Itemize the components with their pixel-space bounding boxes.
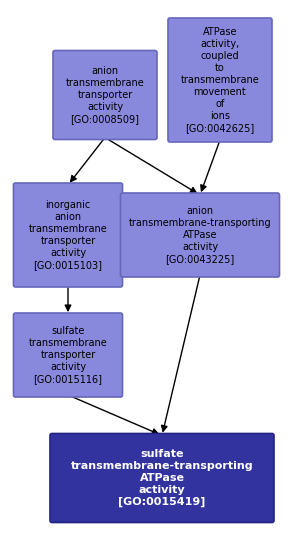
Text: sulfate
transmembrane-transporting
ATPase
activity
[GO:0015419]: sulfate transmembrane-transporting ATPas… bbox=[71, 449, 253, 507]
FancyBboxPatch shape bbox=[53, 50, 157, 139]
FancyBboxPatch shape bbox=[121, 193, 279, 277]
FancyBboxPatch shape bbox=[13, 183, 122, 287]
Text: sulfate
transmembrane
transporter
activity
[GO:0015116]: sulfate transmembrane transporter activi… bbox=[29, 326, 108, 384]
Text: ATPase
activity,
coupled
to
transmembrane
movement
of
ions
[GO:0042625]: ATPase activity, coupled to transmembran… bbox=[181, 27, 259, 133]
Text: anion
transmembrane-transporting
ATPase
activity
[GO:0043225]: anion transmembrane-transporting ATPase … bbox=[129, 206, 271, 264]
Text: inorganic
anion
transmembrane
transporter
activity
[GO:0015103]: inorganic anion transmembrane transporte… bbox=[29, 200, 108, 270]
FancyBboxPatch shape bbox=[50, 434, 274, 523]
FancyBboxPatch shape bbox=[13, 313, 122, 397]
FancyBboxPatch shape bbox=[168, 18, 272, 142]
Text: anion
transmembrane
transporter
activity
[GO:0008509]: anion transmembrane transporter activity… bbox=[66, 66, 144, 124]
